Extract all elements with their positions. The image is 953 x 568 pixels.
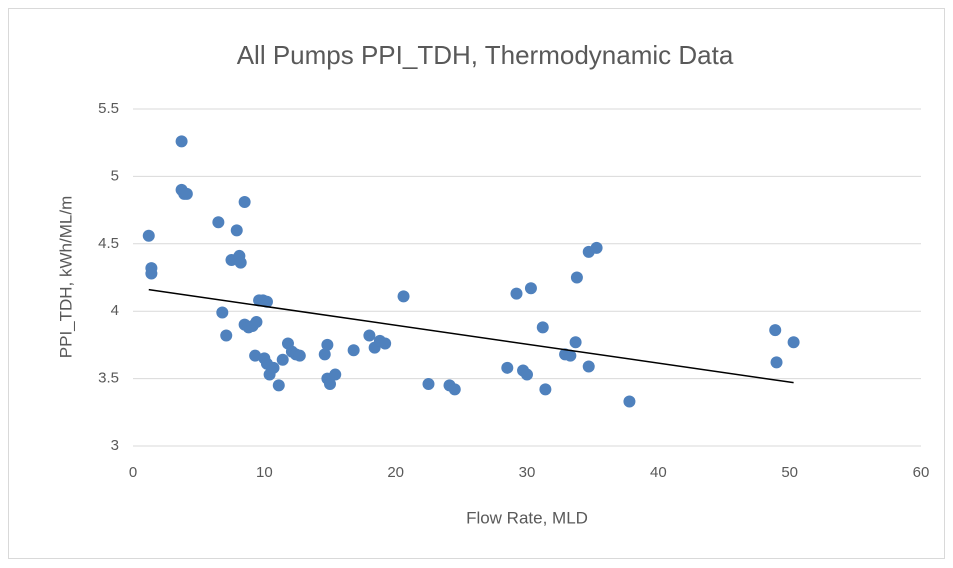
point [329,368,342,381]
y-axis-title: PPI_TDH, kWh/ML/m [56,196,75,358]
point [293,349,306,362]
point [524,282,537,295]
x-tick-label: 0 [129,464,137,481]
point [521,368,533,381]
point [510,287,523,300]
point [536,321,549,334]
x-axis-title: Flow Rate, MLD [466,508,588,527]
chart-title: All Pumps PPI_TDH, Thermodynamic Data [237,40,734,70]
point [501,361,514,374]
point [448,383,461,396]
x-tick-label: 10 [256,464,273,481]
point [216,306,229,319]
point [769,324,782,337]
point [238,196,251,209]
point [175,135,188,148]
point [590,241,603,254]
point [230,224,243,237]
point [250,315,263,328]
point [324,377,336,390]
point [318,348,331,361]
point [570,271,583,284]
point [267,361,280,374]
point [623,395,636,408]
point [379,337,392,350]
point [363,329,376,342]
point [422,377,435,390]
point [569,336,582,349]
x-tick-label: 20 [387,464,404,481]
x-tick-label: 50 [781,464,798,481]
y-tick-label: 4 [111,302,119,319]
point [142,229,155,242]
point [220,329,233,342]
x-tick-label: 40 [650,464,667,481]
point [347,344,360,357]
point [564,349,577,362]
point [260,295,273,308]
point [397,290,410,303]
point [234,256,247,269]
point [582,360,595,373]
point [145,267,158,280]
chart-border [8,8,945,559]
point [770,356,783,369]
y-tick-label: 3.5 [98,370,119,387]
point [321,338,334,351]
point [787,336,800,349]
y-tick-label: 3 [111,437,119,454]
trendline [148,288,794,384]
point [180,187,193,200]
y-tick-label: 4.5 [98,235,119,252]
y-tick-label: 5.5 [98,100,119,117]
point [539,383,552,396]
point [272,379,285,392]
point [212,216,225,229]
x-tick-label: 60 [913,464,930,481]
y-tick-label: 5 [111,167,119,184]
point [276,353,289,366]
x-tick-label: 30 [519,464,536,481]
point [249,349,262,362]
